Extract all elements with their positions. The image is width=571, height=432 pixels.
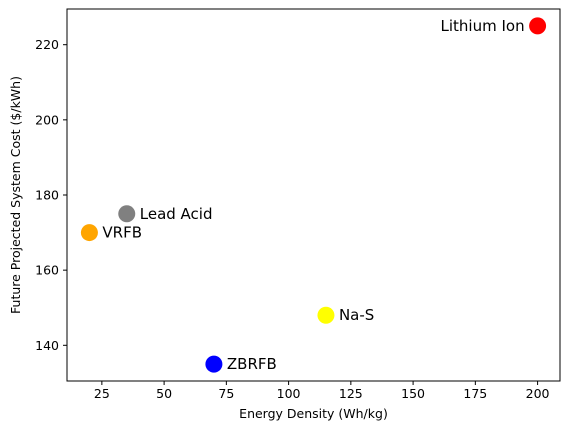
point-label: Lead Acid — [140, 205, 213, 223]
x-axis-title: Energy Density (Wh/kg) — [239, 406, 388, 421]
x-tick-label: 125 — [339, 386, 363, 401]
y-axis-ticks: 140 160 180 200 220 — [35, 37, 67, 353]
point-label: Na-S — [339, 306, 374, 324]
x-tick-label: 100 — [277, 386, 301, 401]
y-tick-label: 200 — [35, 112, 59, 127]
point-label: VRFB — [102, 224, 142, 242]
plot-frame — [66, 8, 561, 382]
y-tick-label: 140 — [35, 338, 59, 353]
x-tick-label: 175 — [463, 386, 487, 401]
x-tick-label: 75 — [218, 386, 234, 401]
y-tick-label: 220 — [35, 37, 59, 52]
data-point — [118, 205, 136, 223]
point-label: Lithium Ion — [441, 17, 525, 35]
y-tick-label: 180 — [35, 188, 59, 203]
x-tick-label: 25 — [94, 386, 110, 401]
data-point — [80, 224, 98, 242]
data-point — [529, 17, 547, 35]
x-tick-label: 50 — [156, 386, 172, 401]
point-label: ZBRFB — [227, 355, 277, 373]
data-point — [205, 355, 223, 373]
x-axis-ticks: 25 50 75 100 125 150 175 200 — [94, 381, 550, 401]
y-axis-title: Future Projected System Cost ($/kWh) — [8, 76, 23, 314]
y-tick-label: 160 — [35, 263, 59, 278]
points-layer — [80, 17, 547, 373]
x-tick-label: 200 — [526, 386, 550, 401]
x-tick-label: 150 — [401, 386, 425, 401]
data-point — [317, 306, 335, 324]
plot-area — [67, 9, 560, 381]
